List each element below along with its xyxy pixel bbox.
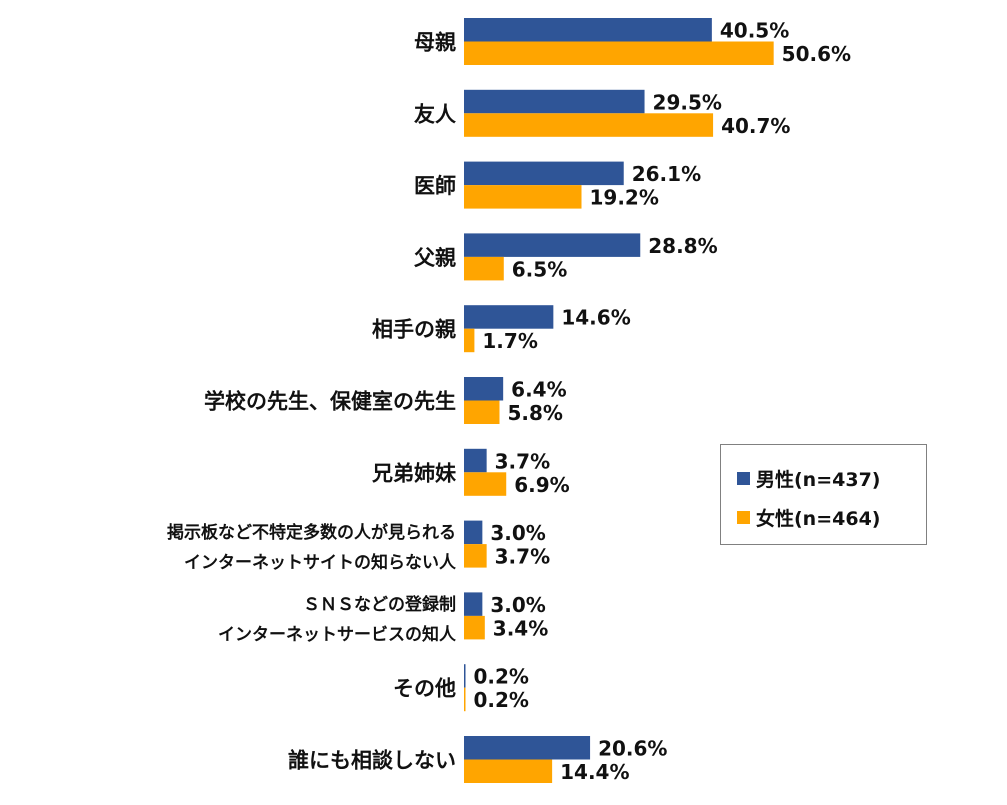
female-bar xyxy=(464,113,714,137)
male-value-label: 6.4% xyxy=(511,378,566,402)
female-value-label: 6.9% xyxy=(514,473,569,497)
male-bar xyxy=(464,233,641,257)
male-bar xyxy=(464,89,645,114)
male-bar xyxy=(464,18,712,42)
legend-label-male: 男性(n=437) xyxy=(756,469,881,491)
legend-item-female: 女性(n=464) xyxy=(737,504,880,531)
male-value-label: 28.8% xyxy=(648,234,717,258)
male-bar xyxy=(464,592,483,616)
male-bar xyxy=(464,377,504,401)
female-value-label: 40.7% xyxy=(721,114,790,138)
male-bar xyxy=(464,520,483,545)
category-label: 友人 xyxy=(414,102,456,126)
female-value-label: 50.6% xyxy=(782,42,851,66)
male-bar xyxy=(464,448,487,473)
male-value-label: 20.6% xyxy=(598,737,667,761)
category-label: 相手の親 xyxy=(372,318,456,342)
category-label: 父親 xyxy=(414,246,456,270)
legend-item-male: 男性(n=437) xyxy=(737,465,880,492)
category-label: 兄弟姉妹 xyxy=(371,461,457,485)
female-bar xyxy=(464,185,582,209)
female-bar xyxy=(464,615,485,640)
male-bar xyxy=(464,664,466,688)
female-bar xyxy=(464,472,507,496)
male-value-label: 0.2% xyxy=(474,665,529,689)
category-label: ＳＮＳなどの登録制インターネットサービスの知人 xyxy=(218,594,457,645)
category-label: 学校の先生、保健室の先生 xyxy=(204,390,456,414)
female-value-label: 5.8% xyxy=(507,401,562,425)
female-value-label: 3.4% xyxy=(493,616,548,640)
female-bar xyxy=(464,544,487,568)
female-value-label: 14.4% xyxy=(560,760,629,784)
category-label: 母親 xyxy=(414,31,456,55)
male-value-label: 29.5% xyxy=(653,90,722,114)
male-value-label: 3.7% xyxy=(495,449,550,473)
female-bar xyxy=(464,759,553,783)
category-label: 医師 xyxy=(414,174,456,198)
male-value-label: 40.5% xyxy=(720,19,789,43)
female-value-label: 3.7% xyxy=(495,545,550,569)
female-bar xyxy=(464,256,504,281)
male-bar xyxy=(464,161,624,186)
legend: 男性(n=437) 女性(n=464) xyxy=(720,444,927,545)
female-bar xyxy=(464,687,466,712)
female-value-label: 19.2% xyxy=(590,186,659,210)
male-bar xyxy=(464,305,554,329)
legend-swatch-female xyxy=(737,511,750,524)
legend-label-female: 女性(n=464) xyxy=(756,508,881,530)
female-bar xyxy=(464,328,475,353)
female-bar xyxy=(464,400,500,424)
male-bar xyxy=(464,736,591,760)
legend-swatch-male xyxy=(737,472,750,485)
male-value-label: 3.0% xyxy=(490,593,545,617)
male-value-label: 14.6% xyxy=(561,306,630,330)
male-value-label: 26.1% xyxy=(632,162,701,186)
female-bar xyxy=(464,41,774,65)
category-label: 誰にも相談しない xyxy=(288,749,456,773)
female-value-label: 0.2% xyxy=(474,688,529,712)
category-label: その他 xyxy=(393,677,456,701)
male-value-label: 3.0% xyxy=(490,521,545,545)
female-value-label: 1.7% xyxy=(482,329,537,353)
female-value-label: 6.5% xyxy=(512,257,567,281)
category-label: 掲示板など不特定多数の人が見られるインターネットサイトの知らない人 xyxy=(167,522,457,573)
